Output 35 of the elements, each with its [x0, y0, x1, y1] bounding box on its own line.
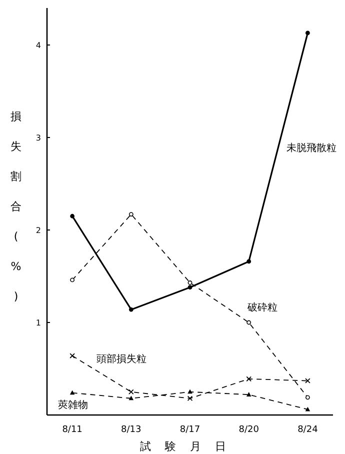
- y-tick-label: 4: [36, 41, 41, 50]
- point: [70, 353, 75, 358]
- point: [128, 396, 134, 400]
- point: [70, 278, 75, 282]
- point: [188, 280, 192, 285]
- x-tick-label: 8/11: [62, 425, 82, 435]
- point: [305, 378, 310, 384]
- series-label: 未脱飛散粒: [286, 142, 336, 154]
- point: [305, 406, 310, 412]
- series-label: 破砕粒: [246, 302, 278, 314]
- point: [246, 392, 252, 396]
- y-tick-label: 3: [36, 134, 41, 142]
- point: [70, 214, 75, 218]
- point: [246, 320, 252, 325]
- x-tick-label: 8/13: [121, 425, 142, 435]
- point: [70, 390, 75, 395]
- ylabel: 損失割合(%): [10, 110, 22, 303]
- point: [128, 212, 134, 216]
- point: [128, 307, 134, 312]
- x-tick-label: 8/20: [238, 425, 260, 435]
- point: [188, 285, 192, 290]
- point: [305, 30, 310, 36]
- x-tick-label: 8/17: [180, 425, 200, 435]
- point: [246, 259, 252, 264]
- x-tick-label: 8/24: [298, 425, 318, 435]
- series-label: 頭部損失粒: [96, 352, 147, 365]
- y-tick-label: 1: [36, 318, 41, 328]
- point: [305, 395, 310, 400]
- point: [188, 389, 192, 394]
- point: [128, 389, 134, 395]
- x-axis-title: 試験月日: [140, 440, 240, 453]
- y-tick-label: 2: [36, 226, 41, 235]
- series-label: 莢雑物: [58, 398, 88, 411]
- point: [246, 376, 252, 382]
- point: [187, 396, 193, 401]
